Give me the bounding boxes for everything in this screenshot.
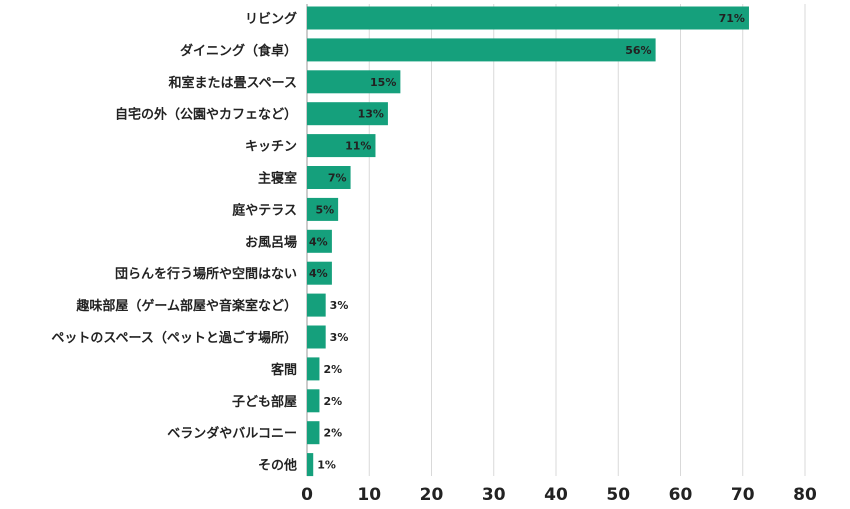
data-label: 3%: [330, 299, 349, 312]
x-tick-label: 60: [669, 485, 693, 504]
bar: [307, 38, 656, 62]
x-axis-tick-labels: 0 10 20 30 40 50 60 70 80: [301, 485, 817, 505]
category-label: 趣味部屋（ゲーム部屋や音楽室など）: [75, 298, 297, 314]
data-label: 4%: [309, 235, 328, 248]
category-label: その他: [258, 458, 297, 474]
bar: [307, 229, 332, 253]
data-label: 2%: [323, 427, 342, 440]
bar: [307, 453, 314, 477]
bars: [307, 6, 749, 477]
bar: [307, 134, 376, 158]
category-label: 庭やテラス: [232, 202, 297, 218]
category-label: 子ども部屋: [232, 394, 297, 410]
bar: [307, 197, 339, 221]
data-label: 11%: [345, 140, 371, 153]
bar: [307, 325, 326, 349]
category-label: 団らんを行う場所や空間はない: [115, 266, 297, 282]
x-tick-label: 50: [606, 485, 630, 504]
data-label: 13%: [358, 108, 384, 121]
data-label: 5%: [315, 203, 334, 216]
bar: [307, 389, 320, 413]
category-label: 主寝室: [258, 171, 297, 187]
bar: [307, 6, 749, 30]
data-label: 56%: [625, 44, 651, 57]
category-label: 自宅の外（公園やカフェなど）: [115, 107, 297, 123]
data-label: 3%: [330, 331, 349, 344]
data-labels: 71% 56% 15% 13% 11% 7% 5% 4% 4% 3% 3% 2% 2% 2% 1%: [309, 12, 745, 472]
x-tick-label: 30: [482, 485, 506, 504]
category-label: 和室または畳スペース: [169, 75, 297, 91]
x-tick-label: 70: [731, 485, 755, 504]
data-label: 71%: [719, 12, 745, 25]
x-tick-label: 80: [793, 485, 817, 504]
category-label: 客間: [271, 362, 297, 378]
bar: [307, 102, 388, 126]
data-label: 4%: [309, 267, 328, 280]
bar: [307, 166, 351, 189]
x-tick-label: 40: [544, 485, 568, 504]
category-label: ベランダやバルコニー: [167, 426, 297, 442]
bar: [307, 357, 320, 381]
x-tick-label: 0: [301, 485, 313, 504]
bar: [307, 293, 326, 317]
data-label: 2%: [323, 363, 342, 376]
bar: [307, 261, 332, 285]
category-label: ダイニング（食卓）: [180, 43, 297, 59]
x-tick-label: 20: [420, 485, 444, 504]
category-label: キッチン: [245, 140, 297, 155]
data-label: 15%: [370, 76, 396, 89]
x-tick-label: 10: [357, 485, 381, 504]
bar: [307, 70, 401, 94]
category-label: お風呂場: [245, 234, 297, 250]
data-label: 1%: [317, 459, 336, 472]
category-label: ペットのスペース（ペットと過ごす場所）: [51, 330, 297, 346]
data-label: 7%: [328, 172, 347, 185]
data-label: 2%: [323, 395, 342, 408]
bar: [307, 421, 320, 445]
category-label: リビング: [245, 11, 297, 27]
